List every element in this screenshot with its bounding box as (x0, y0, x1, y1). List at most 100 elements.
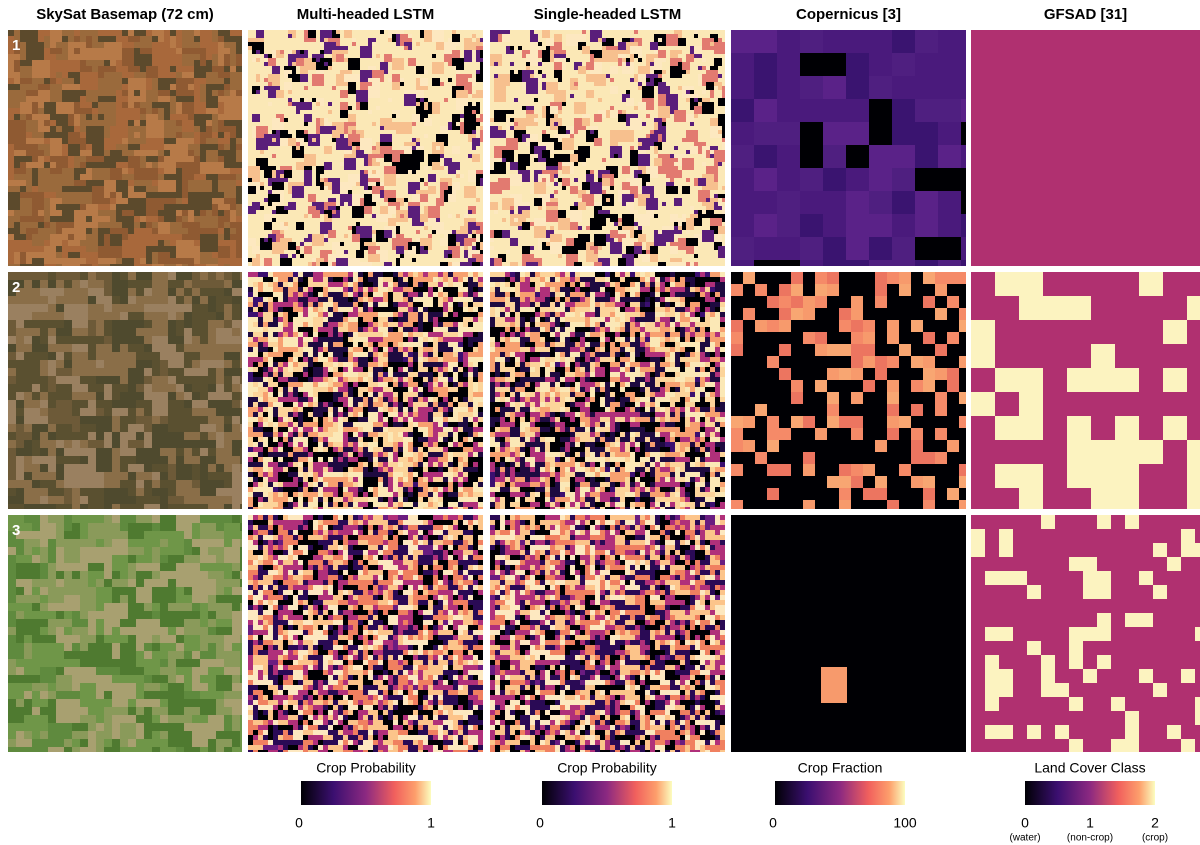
panel-texture (777, 191, 800, 214)
panel-texture (694, 34, 698, 38)
panel-texture (8, 304, 24, 320)
panel-texture (134, 120, 140, 126)
panel-texture (48, 400, 56, 408)
panel-texture (423, 377, 428, 382)
panel-texture (170, 150, 176, 156)
panel-texture (168, 504, 184, 509)
panel-texture (846, 53, 869, 76)
panel-texture (296, 58, 304, 66)
panel-texture (646, 78, 650, 82)
panel-texture (44, 144, 50, 150)
panel-texture (264, 134, 268, 138)
panel-texture (408, 170, 412, 174)
panel-texture (224, 96, 230, 102)
panel-texture (344, 234, 348, 238)
panel-texture (662, 226, 666, 230)
panel-texture (323, 317, 328, 322)
panel-texture (670, 272, 675, 277)
image-panel (8, 30, 242, 266)
panel-texture (961, 168, 966, 191)
panel-texture (373, 417, 378, 422)
panel-texture (800, 76, 823, 99)
panel-texture (16, 320, 24, 328)
panel-texture (695, 312, 700, 317)
panel-texture (86, 222, 92, 228)
panel-texture (678, 38, 686, 46)
panel-texture (293, 312, 298, 317)
panel-texture (110, 240, 116, 246)
panel-texture (468, 210, 472, 214)
panel-texture (658, 138, 662, 142)
panel-texture (453, 447, 458, 452)
panel-texture (182, 102, 194, 114)
panel-texture (313, 357, 318, 362)
panel-texture (398, 277, 403, 282)
panel-texture (384, 54, 392, 62)
panel-texture (694, 106, 702, 114)
panel-texture (318, 447, 323, 452)
panel-texture (506, 250, 510, 254)
panel-texture (453, 397, 458, 402)
panel-texture (218, 132, 224, 138)
panel-texture (336, 258, 348, 266)
panel-texture (710, 90, 714, 94)
panel-texture (468, 477, 473, 482)
panel-texture (418, 492, 423, 497)
panel-texture (514, 218, 518, 222)
panel-texture (554, 234, 562, 242)
panel-texture (702, 58, 706, 62)
panel-texture (340, 162, 344, 166)
panel-texture (303, 497, 308, 502)
panel-texture (869, 237, 892, 260)
panel-texture (194, 66, 200, 72)
panel-texture (298, 347, 303, 352)
panel-texture (170, 90, 176, 96)
panel-texture (276, 206, 284, 214)
panel-texture (343, 277, 348, 282)
panel-texture (554, 182, 558, 186)
panel-texture (388, 467, 393, 472)
panel-texture (44, 222, 50, 228)
panel-texture (453, 302, 458, 307)
panel-texture (458, 422, 463, 427)
panel-texture (456, 174, 460, 178)
panel-texture (638, 142, 642, 146)
panel-texture (622, 214, 634, 226)
panel-texture (408, 347, 413, 352)
panel-texture (120, 464, 128, 472)
panel-texture (288, 427, 293, 432)
panel-texture (313, 487, 318, 492)
panel-texture (473, 317, 478, 322)
panel-texture (602, 258, 610, 266)
panel-texture (510, 312, 515, 317)
panel-texture (478, 362, 483, 367)
panel-texture (463, 437, 468, 442)
panel-texture (288, 352, 293, 357)
panel-texture (618, 218, 622, 222)
panel-texture (625, 327, 630, 332)
panel-texture (456, 170, 460, 174)
panel-texture (710, 292, 715, 297)
panel-texture (308, 287, 313, 292)
panel-texture (418, 437, 423, 442)
panel-texture (690, 307, 695, 312)
panel-texture (542, 134, 550, 142)
panel-texture (184, 328, 192, 336)
panel-texture (176, 384, 184, 392)
panel-texture (258, 292, 263, 297)
panel-texture (650, 272, 655, 277)
panel-texture (116, 180, 128, 192)
panel-texture (280, 138, 288, 146)
panel-texture (520, 372, 525, 377)
panel-texture (625, 357, 630, 362)
panel-texture (515, 357, 520, 362)
panel-texture (373, 472, 378, 477)
panel-texture (104, 60, 110, 66)
panel-texture (348, 90, 352, 94)
panel-texture (670, 292, 675, 297)
panel-texture (253, 342, 258, 347)
panel-texture (578, 126, 582, 130)
panel-texture (112, 432, 120, 440)
panel-texture (264, 238, 268, 242)
panel-texture (80, 90, 86, 96)
